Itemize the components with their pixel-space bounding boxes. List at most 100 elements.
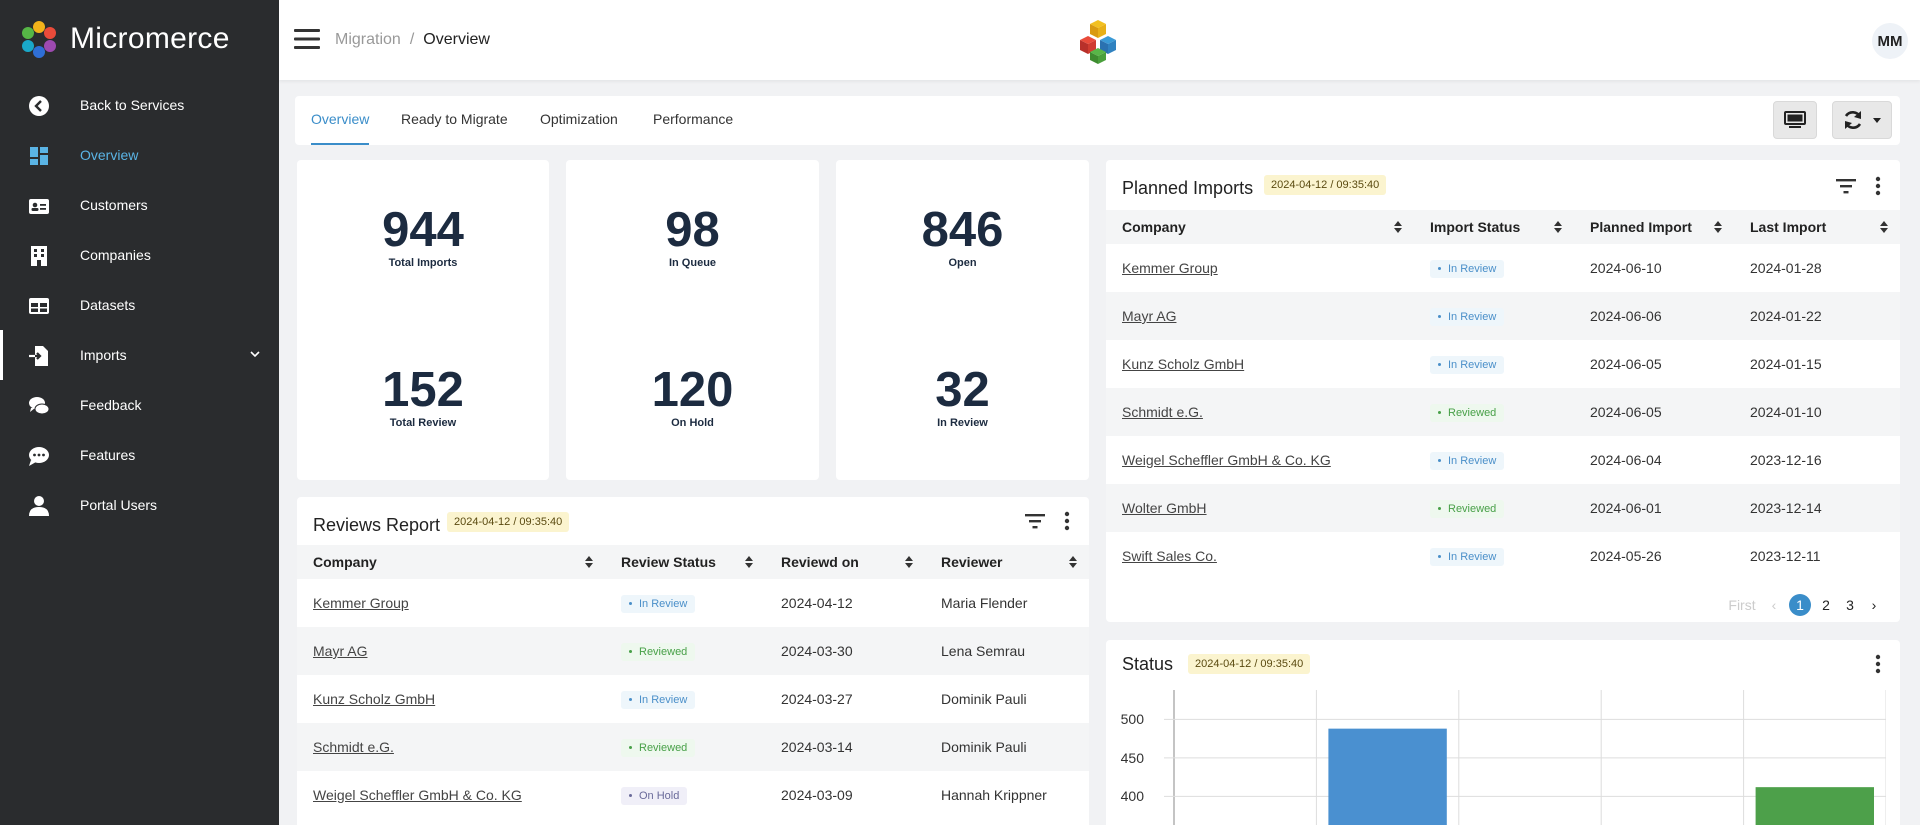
reviewed-date: 2024-03-30 <box>765 627 925 675</box>
app-name: Micromerce <box>70 22 230 55</box>
sort-icon[interactable] <box>1714 221 1722 233</box>
pagination-next[interactable]: › <box>1871 597 1877 613</box>
table-row[interactable]: Mayr AG In Review 2024-06-06 2024-01-22 <box>1106 292 1900 340</box>
sidebar-item-feedback[interactable]: Feedback <box>0 380 279 430</box>
pagination-first[interactable]: First <box>1728 597 1756 613</box>
sort-icon[interactable] <box>745 556 753 568</box>
company-link[interactable]: Kemmer Group <box>313 595 409 611</box>
panel-title: Reviews Report <box>313 515 441 535</box>
avatar[interactable]: MM <box>1872 23 1908 59</box>
table-row[interactable]: Mayr AG Reviewed 2024-03-30 Lena Semrau <box>297 627 1089 675</box>
status-badge: In Review <box>621 690 696 709</box>
sort-icon[interactable] <box>1554 221 1562 233</box>
breadcrumb-separator: / <box>409 31 415 48</box>
filter-icon[interactable] <box>1834 174 1858 198</box>
refresh-button[interactable] <box>1832 101 1892 139</box>
table-row[interactable]: Wolter GmbH Reviewed 2024-06-01 2023-12-14 <box>1106 484 1900 532</box>
column-header-import-status[interactable]: Import Status <box>1414 210 1574 244</box>
tab-performance[interactable]: Performance <box>653 111 734 127</box>
y-tick-label: 500 <box>1120 711 1144 728</box>
company-link[interactable]: Weigel Scheffler GmbH & Co. KG <box>1122 452 1331 468</box>
company-link[interactable]: Schmidt e.G. <box>313 739 394 755</box>
table-row[interactable]: Kemmer Group In Review 2024-04-12 Maria Fle… <box>297 579 1089 627</box>
app-logo[interactable]: Micromerce <box>18 18 230 60</box>
company-link[interactable]: Mayr AG <box>1122 308 1177 324</box>
column-header-company[interactable]: Company <box>1106 210 1414 244</box>
column-header-last-import[interactable]: Last Import <box>1734 210 1900 244</box>
tab-optimization[interactable]: Optimization <box>540 111 618 127</box>
sort-icon[interactable] <box>585 556 593 568</box>
status-badge: Reviewed <box>1430 403 1505 422</box>
pagination-page-2[interactable]: 2 <box>1822 597 1830 613</box>
chart-bar[interactable] <box>1328 728 1447 825</box>
tab-overview[interactable]: Overview <box>311 96 370 145</box>
stat-card-in-queue: 98 In Queue 120 On Hold <box>566 160 819 480</box>
y-tick-label: 400 <box>1120 788 1144 805</box>
status-badge: In Review <box>1430 547 1505 566</box>
planned-imports-table: Company Import Status Planned Import Las… <box>1106 210 1900 580</box>
display-mode-button[interactable] <box>1773 101 1817 139</box>
table-row[interactable]: Weigel Scheffler GmbH & Co. KG On Hold 202… <box>297 771 1089 819</box>
more-vertical-icon[interactable] <box>1055 509 1079 533</box>
table-row[interactable]: Kunz Scholz GmbH In Review 2024-03-27 Domin… <box>297 675 1089 723</box>
pagination-page-1[interactable]: 1 <box>1789 594 1811 616</box>
sidebar-item-companies[interactable]: Companies <box>0 230 279 280</box>
pagination-page-3[interactable]: 3 <box>1846 597 1854 613</box>
column-header-reviewer[interactable]: Reviewer <box>925 545 1089 579</box>
table-row[interactable]: Swift Sales Co. In Review 2024-05-26 2023-1… <box>1106 532 1900 580</box>
filter-icon[interactable] <box>1023 509 1047 533</box>
sidebar-item-datasets[interactable]: Datasets <box>0 280 279 330</box>
timestamp-badge: 2024-04-12 / 09:35:40 <box>1188 654 1311 674</box>
stat-card-open: 846 Open 32 In Review <box>836 160 1089 480</box>
column-header-company[interactable]: Company <box>297 545 605 579</box>
chevron-down-icon[interactable] <box>249 348 261 360</box>
last-date: 2024-01-15 <box>1750 356 1822 372</box>
sort-icon[interactable] <box>1394 221 1402 233</box>
sidebar-item-customers[interactable]: Customers <box>0 180 279 230</box>
company-link[interactable]: Kunz Scholz GmbH <box>1122 356 1245 372</box>
sidebar-item-overview[interactable]: Overview <box>0 130 279 180</box>
company-link[interactable]: Swift Sales Co. <box>1122 548 1217 564</box>
table-row[interactable]: Kemmer Group In Review 2024-06-10 2024-01-2… <box>1106 244 1900 292</box>
sidebar-item-back-to-services[interactable]: Back to Services <box>0 80 279 130</box>
sidebar-item-portal-users[interactable]: Portal Users <box>0 480 279 530</box>
table-row[interactable]: Schmidt e.G. Reviewed 2024-03-14 Dominik Pa… <box>297 723 1089 771</box>
table-row[interactable]: Schmidt e.G. Reviewed 2024-06-05 2024-01-10 <box>1106 388 1900 436</box>
reviews-report-table: Company Review Status Reviewd on Reviewe… <box>297 545 1089 819</box>
planned-date: 2024-05-26 <box>1590 548 1662 564</box>
more-vertical-icon[interactable] <box>1866 174 1890 198</box>
tab-ready-to-migrate[interactable]: Ready to Migrate <box>401 111 508 127</box>
column-header-planned-import[interactable]: Planned Import <box>1574 210 1734 244</box>
stat-label: In Queue <box>668 257 717 269</box>
sidebar-item-features[interactable]: Features <box>0 430 279 480</box>
pagination-prev[interactable]: ‹ <box>1771 597 1777 613</box>
table-row[interactable]: Weigel Scheffler GmbH & Co. KG In Review 2… <box>1106 436 1900 484</box>
column-header-reviewed-on[interactable]: Reviewd on <box>765 545 925 579</box>
sort-icon[interactable] <box>1880 221 1888 233</box>
company-link[interactable]: Kemmer Group <box>1122 260 1218 276</box>
chart-bar[interactable] <box>1755 787 1874 825</box>
cubes-logo-icon <box>1080 20 1116 64</box>
reviewer-name: Hannah Krippner <box>941 787 1047 803</box>
sort-icon[interactable] <box>1069 556 1077 568</box>
company-link[interactable]: Wolter GmbH <box>1122 500 1207 516</box>
column-header-review-status[interactable]: Review Status <box>605 545 765 579</box>
table-row[interactable]: Kunz Scholz GmbH In Review 2024-06-05 2024-… <box>1106 340 1900 388</box>
company-link[interactable]: Weigel Scheffler GmbH & Co. KG <box>313 787 522 803</box>
sort-icon[interactable] <box>905 556 913 568</box>
last-date: 2024-01-28 <box>1750 260 1822 276</box>
y-tick-label: 450 <box>1120 749 1144 766</box>
more-vertical-icon[interactable] <box>1866 652 1890 676</box>
hamburger-menu-icon[interactable] <box>294 28 320 50</box>
dashboard-icon <box>30 147 48 165</box>
micromerce-logo-icon <box>22 21 56 58</box>
last-date: 2023-12-11 <box>1750 548 1821 564</box>
breadcrumb-migration[interactable]: Migration <box>335 31 401 48</box>
file-import-icon <box>29 346 48 366</box>
sidebar-item-imports[interactable]: Imports <box>0 330 279 380</box>
sidebar-item-label: Back to Services <box>80 97 185 113</box>
company-link[interactable]: Schmidt e.G. <box>1122 404 1203 420</box>
company-link[interactable]: Mayr AG <box>313 643 368 659</box>
company-link[interactable]: Kunz Scholz GmbH <box>313 691 436 707</box>
table-icon <box>29 298 49 314</box>
